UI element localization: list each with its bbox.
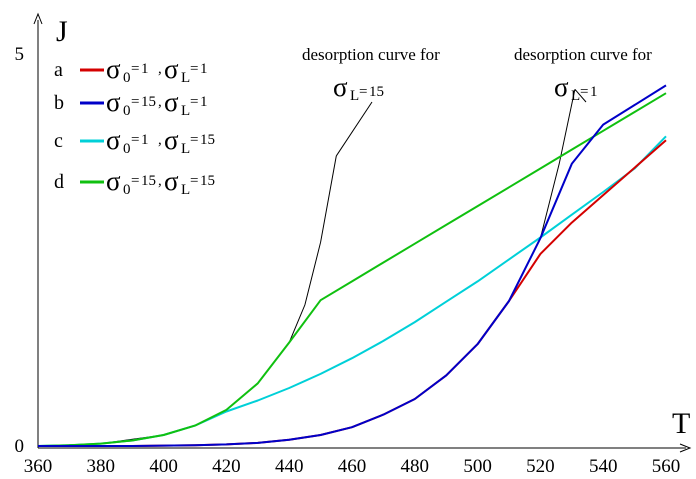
x-tick-label: 460 [338, 456, 367, 477]
x-tick-label: 400 [149, 456, 178, 477]
legend-sigmaL-value: 15 [200, 173, 215, 189]
svg-text:=: = [190, 132, 198, 148]
svg-text:L: L [181, 182, 190, 198]
legend-letter: d [54, 171, 64, 193]
x-tick-label: 380 [87, 456, 116, 477]
y-axis-arrow [33, 12, 43, 25]
desorption-leader-15 [335, 101, 373, 157]
svg-text:σ: σ [554, 72, 569, 102]
desorption-curve-1 [477, 89, 576, 345]
legend-sigma0-value: 15 [141, 94, 156, 110]
legend-sigmaL-value: 15 [200, 132, 215, 148]
desorption-leader-1 [574, 88, 587, 103]
svg-text:=: = [190, 173, 198, 189]
legend-entry-c: c σ 0= 1, σ L= 15 [54, 125, 215, 157]
svg-text:=: = [131, 173, 139, 189]
svg-text:,: , [158, 61, 162, 77]
legend-sigma0-value: 15 [141, 173, 156, 189]
legend-entry-b: b σ 0= 15, σ L= 1 [54, 87, 208, 119]
svg-text:0: 0 [123, 182, 131, 198]
x-tick-label: 540 [589, 456, 618, 477]
x-tick-label: 520 [526, 456, 555, 477]
svg-text:σ: σ [106, 166, 121, 196]
svg-text:,: , [158, 94, 162, 110]
desorption-label-1-value: 1 [590, 84, 598, 100]
svg-text:=: = [131, 132, 139, 148]
svg-text:,: , [158, 132, 162, 148]
svg-text:0: 0 [123, 103, 131, 119]
y-tick-labels: 05 [15, 44, 25, 457]
x-tick-label: 500 [463, 456, 492, 477]
legend-letter: b [54, 92, 64, 114]
x-tick-label: 440 [275, 456, 304, 477]
legend: a σ 0= 1, σ L= 1b σ 0= 15, σ L= 1c σ 0= 1, σ L= 15d σ 0= 15, σ… [54, 54, 215, 198]
desorption-curve-15 [37, 155, 337, 447]
x-tick-label: 420 [212, 456, 241, 477]
svg-text:σ: σ [164, 54, 179, 84]
legend-sigma0-value: 1 [141, 132, 149, 148]
svg-text:L: L [181, 103, 190, 119]
x-tick-labels: 360 380 400 420 440 460 480 500 520 540 560 [24, 456, 681, 477]
svg-text:σ: σ [164, 125, 179, 155]
svg-text:=: = [359, 84, 367, 100]
svg-text:=: = [190, 61, 198, 77]
svg-text:σ: σ [106, 125, 121, 155]
legend-entry-a: a σ 0= 1, σ L= 1 [54, 54, 208, 86]
x-tick-label: 480 [401, 456, 430, 477]
svg-text:σ: σ [106, 87, 121, 117]
y-axis-title: J [56, 15, 68, 48]
y-tick-label: 5 [15, 44, 25, 65]
svg-text:L: L [181, 70, 190, 86]
svg-text:L: L [181, 141, 190, 157]
desorption-label-1-sigma: σ L = 1 [554, 72, 598, 104]
svg-text:,: , [158, 173, 162, 189]
legend-letter: c [54, 130, 63, 152]
svg-text:=: = [580, 84, 588, 100]
svg-text:=: = [131, 61, 139, 77]
y-tick-label: 0 [15, 436, 25, 457]
svg-text:=: = [190, 94, 198, 110]
legend-sigmaL-value: 1 [200, 94, 208, 110]
svg-text:=: = [131, 94, 139, 110]
svg-text:σ: σ [333, 72, 348, 102]
x-axis-arrow [679, 443, 692, 453]
series-lines [37, 84, 667, 447]
svg-text:σ: σ [164, 87, 179, 117]
svg-text:0: 0 [123, 141, 131, 157]
svg-text:L: L [571, 88, 580, 104]
series-line-d [37, 92, 667, 447]
x-axis-title: T [672, 407, 690, 440]
series-line-b [38, 84, 667, 447]
desorption-label-15-value: 15 [369, 84, 384, 100]
svg-text:σ: σ [106, 54, 121, 84]
svg-text:0: 0 [123, 70, 131, 86]
desorption-label-15-line1: desorption curve for [302, 45, 440, 64]
x-tick-label: 360 [24, 456, 53, 477]
svg-text:σ: σ [164, 166, 179, 196]
legend-letter: a [54, 59, 63, 81]
desorption-label-1-line1: desorption curve for [514, 45, 652, 64]
x-tick-label: 560 [652, 456, 681, 477]
legend-entry-d: d σ 0= 15, σ L= 15 [54, 166, 215, 198]
svg-text:L: L [350, 88, 359, 104]
legend-sigma0-value: 1 [141, 61, 149, 77]
desorption-label-15-sigma: σ L = 15 [333, 72, 384, 104]
legend-sigmaL-value: 1 [200, 61, 208, 77]
